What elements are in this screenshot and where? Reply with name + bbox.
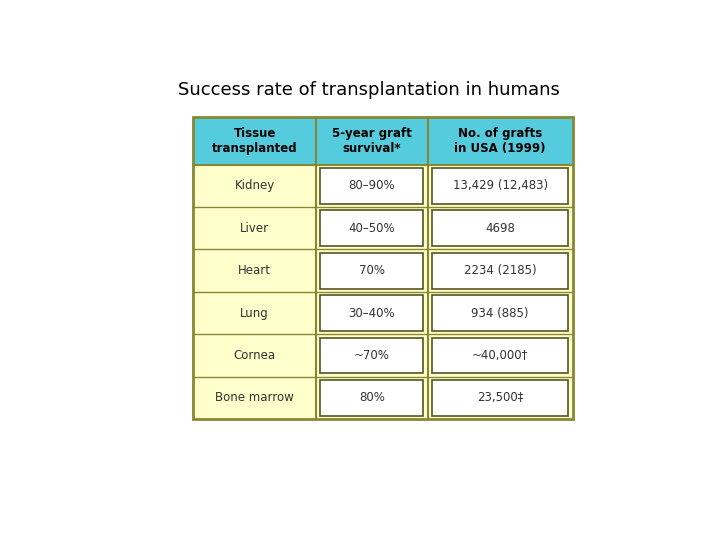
Bar [432, 168, 568, 204]
Text: 40–50%: 40–50% [348, 222, 395, 235]
Bar [320, 338, 423, 373]
Bar [320, 295, 423, 331]
Text: Bone marrow: Bone marrow [215, 392, 294, 404]
Bar [320, 210, 423, 246]
Text: Cornea: Cornea [233, 349, 276, 362]
Bar [320, 253, 423, 288]
Text: 5-year graft
survival*: 5-year graft survival* [332, 127, 412, 154]
Text: 80–90%: 80–90% [348, 179, 395, 192]
Text: Heart: Heart [238, 264, 271, 277]
Bar [193, 117, 572, 165]
Bar [432, 295, 568, 331]
Bar [320, 380, 423, 416]
Text: 2234 (2185): 2234 (2185) [464, 264, 536, 277]
Text: 4698: 4698 [485, 222, 515, 235]
Text: Success rate of transplantation in humans: Success rate of transplantation in human… [178, 82, 560, 99]
Text: 70%: 70% [359, 264, 384, 277]
Text: 80%: 80% [359, 392, 384, 404]
Bar [320, 168, 423, 204]
Bar [432, 338, 568, 373]
Text: ~70%: ~70% [354, 349, 390, 362]
Text: Kidney: Kidney [235, 179, 275, 192]
Bar [432, 380, 568, 416]
Bar [193, 117, 572, 419]
Text: Lung: Lung [240, 307, 269, 320]
Bar [193, 117, 572, 419]
Text: 23,500‡: 23,500‡ [477, 392, 523, 404]
Text: 934 (885): 934 (885) [472, 307, 529, 320]
Text: Tissue
transplanted: Tissue transplanted [212, 127, 297, 154]
Text: 13,429 (12,483): 13,429 (12,483) [453, 179, 548, 192]
Bar [432, 210, 568, 246]
Text: Liver: Liver [240, 222, 269, 235]
Text: 30–40%: 30–40% [348, 307, 395, 320]
Text: ~40,000†: ~40,000† [472, 349, 528, 362]
Text: No. of grafts
in USA (1999): No. of grafts in USA (1999) [454, 127, 546, 154]
Bar [432, 253, 568, 288]
